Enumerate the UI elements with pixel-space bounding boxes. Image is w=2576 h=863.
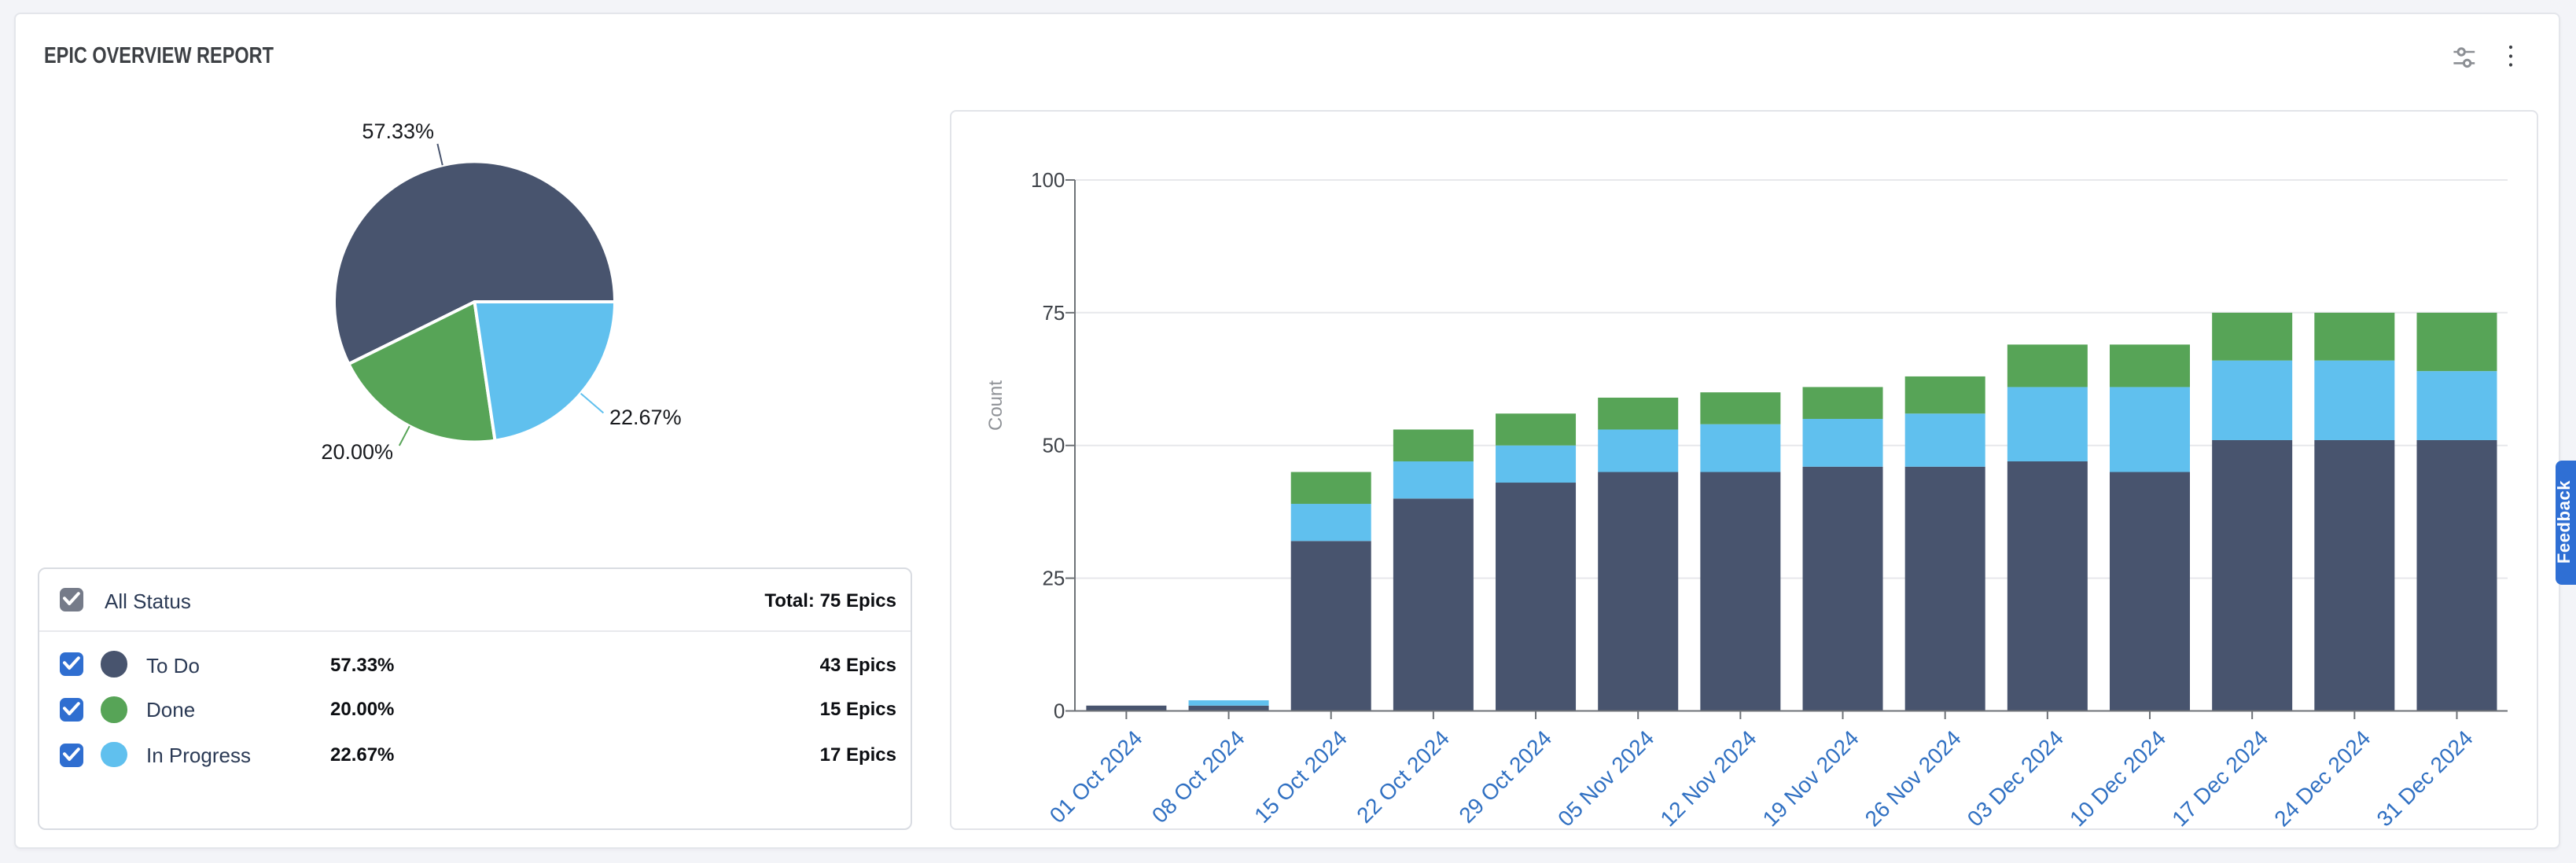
- svg-text:17 Dec 2024: 17 Dec 2024: [2166, 725, 2272, 828]
- svg-text:08 Oct 2024: 08 Oct 2024: [1146, 725, 1249, 828]
- svg-text:25: 25: [1041, 567, 1064, 590]
- svg-text:01 Oct 2024: 01 Oct 2024: [1044, 725, 1146, 828]
- svg-text:15 Oct 2024: 15 Oct 2024: [1249, 725, 1351, 828]
- svg-text:26 Nov 2024: 26 Nov 2024: [1860, 725, 1965, 828]
- svg-text:19 Nov 2024: 19 Nov 2024: [1757, 725, 1863, 828]
- svg-text:0: 0: [1053, 700, 1064, 723]
- svg-text:05 Nov 2024: 05 Nov 2024: [1552, 725, 1658, 828]
- svg-text:Count: Count: [984, 380, 1006, 431]
- svg-text:03 Dec 2024: 03 Dec 2024: [1962, 725, 2067, 828]
- svg-text:10 Dec 2024: 10 Dec 2024: [2064, 725, 2169, 828]
- svg-text:75: 75: [1041, 301, 1064, 325]
- svg-text:20.00%: 20.00%: [321, 440, 393, 464]
- svg-text:50: 50: [1041, 434, 1064, 457]
- svg-text:31 Dec 2024: 31 Dec 2024: [2372, 725, 2477, 828]
- svg-text:22 Oct 2024: 22 Oct 2024: [1351, 725, 1453, 828]
- svg-text:12 Nov 2024: 12 Nov 2024: [1654, 725, 1760, 828]
- svg-text:29 Oct 2024: 29 Oct 2024: [1453, 725, 1555, 828]
- svg-text:24 Dec 2024: 24 Dec 2024: [2269, 725, 2374, 828]
- svg-text:57.33%: 57.33%: [362, 119, 434, 143]
- svg-text:22.67%: 22.67%: [609, 406, 682, 429]
- svg-text:100: 100: [1030, 168, 1064, 192]
